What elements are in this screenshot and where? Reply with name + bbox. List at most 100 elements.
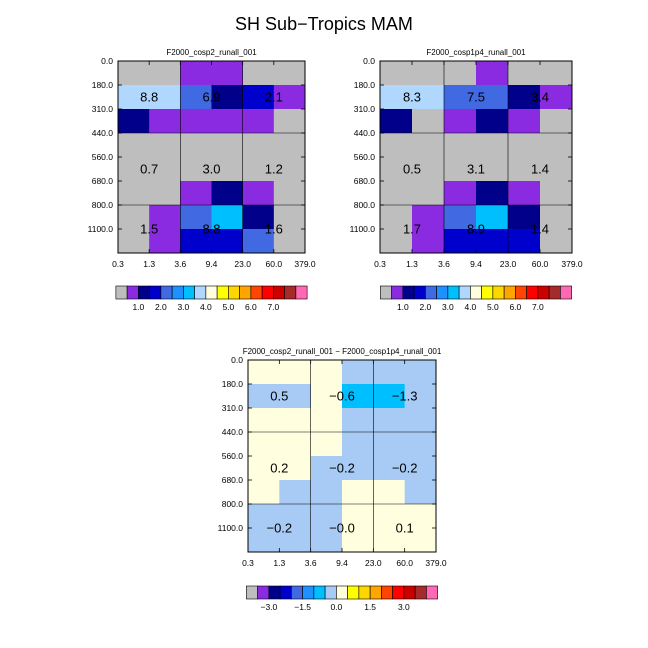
heatmap-cell — [404, 528, 437, 553]
colorbar-label: 7.0 — [532, 302, 544, 312]
heatmap-cell — [508, 61, 541, 86]
heatmap-cell — [248, 480, 280, 505]
x-tick-label: 60.0 — [532, 259, 549, 269]
heatmap-cell — [242, 109, 275, 134]
heatmap-cell — [476, 109, 509, 134]
group-value-label: 0.1 — [396, 521, 414, 536]
colorbar-label: 3.0 — [442, 302, 454, 312]
heatmap-cell — [242, 85, 275, 110]
y-tick-label: 1100.0 — [218, 523, 244, 533]
group-value-label: 1.5 — [140, 222, 158, 237]
colorbar-box — [205, 285, 218, 300]
heatmap-cell — [412, 133, 445, 158]
heatmap-cell — [211, 205, 244, 230]
group-value-label: −0.2 — [266, 521, 292, 536]
group-value-label: 3.4 — [531, 90, 549, 105]
heatmap-cell — [149, 133, 181, 158]
heatmap-cell — [180, 85, 212, 110]
x-tick-label: 23.0 — [365, 558, 382, 568]
heatmap-cell — [412, 229, 445, 254]
x-tick-label: 3.6 — [305, 558, 317, 568]
colorbar-box — [268, 585, 281, 600]
heatmap-cell — [149, 85, 181, 110]
heatmap-cell — [118, 157, 150, 182]
heatmap-cell — [380, 85, 413, 110]
y-tick-label: 0.0 — [101, 56, 113, 66]
x-tick-label: 3.6 — [174, 259, 186, 269]
colorbar-box — [403, 585, 416, 600]
colorbar-box — [194, 285, 207, 300]
heatmap-cell — [412, 205, 445, 230]
group-value-label: 8.3 — [403, 90, 421, 105]
group-value-label: 8.8 — [140, 90, 158, 105]
heatmap-cell — [248, 384, 280, 409]
heatmap-cell — [342, 480, 374, 505]
heatmap-cell — [273, 205, 306, 230]
colorbar-box — [291, 585, 303, 600]
y-tick-label: 560.0 — [92, 152, 114, 162]
heatmap-cell — [380, 157, 413, 182]
group-value-label: 3.0 — [202, 162, 220, 177]
colorbar-box — [537, 285, 550, 300]
panel-title: F2000_cosp2_runall_001 — [166, 48, 257, 57]
x-tick-label: 9.4 — [470, 259, 482, 269]
heatmap-cell — [404, 360, 437, 385]
heatmap-cell — [404, 456, 437, 481]
heatmap-cell — [444, 133, 477, 158]
colorbar-label: 6.0 — [509, 302, 521, 312]
heatmap-cell — [242, 205, 275, 230]
group-value-label: 0.5 — [270, 389, 288, 404]
colorbar-label: 2.0 — [419, 302, 431, 312]
heatmap-cell — [444, 229, 477, 254]
y-tick-label: 180.0 — [92, 80, 114, 90]
group-value-label: −0.2 — [392, 461, 418, 476]
heatmap-cell — [310, 384, 343, 409]
heatmap-panel-2: F2000_cosp1p4_runall_001 8.3 7.5 3.4 0.5 3.1 1… — [350, 48, 583, 312]
colorbar-box — [381, 585, 393, 600]
colorbar-box — [302, 585, 315, 600]
y-tick-label: 800.0 — [92, 200, 114, 210]
heatmap-cell — [444, 61, 477, 86]
colorbar-label: 4.0 — [464, 302, 476, 312]
x-tick-label: 60.0 — [396, 558, 413, 568]
heatmap-cell — [373, 408, 406, 433]
heatmap-cell — [310, 504, 343, 529]
colorbar-box — [313, 585, 326, 600]
heatmap-cell — [404, 432, 437, 457]
group-value-label: 6.9 — [202, 90, 220, 105]
group-value-label: 1.2 — [265, 162, 283, 177]
heatmap-cell — [211, 229, 244, 254]
heatmap-cell — [412, 157, 445, 182]
colorbar-box — [171, 285, 184, 300]
colorbar-box — [228, 285, 240, 300]
heatmap-cell — [310, 480, 343, 505]
group-value-label: 7.5 — [467, 90, 485, 105]
heatmap-cell — [380, 205, 413, 230]
colorbar-box — [392, 585, 405, 600]
colorbar-box — [481, 285, 494, 300]
heatmap-cell — [242, 61, 275, 86]
heatmap-cell — [279, 480, 312, 505]
heatmap-cell — [380, 229, 413, 254]
x-tick-label: 0.3 — [374, 259, 386, 269]
heatmap-cell — [342, 456, 374, 481]
colorbar-box — [273, 285, 285, 300]
heatmap-cell — [248, 456, 280, 481]
y-tick-label: 0.0 — [363, 56, 375, 66]
colorbar-box — [324, 585, 337, 600]
colorbar-box — [115, 285, 128, 300]
colorbar-box — [250, 285, 263, 300]
heatmap-cell — [279, 384, 312, 409]
heatmap-cell — [149, 229, 181, 254]
heatmap-cell — [242, 157, 275, 182]
heatmap-cell — [373, 384, 406, 409]
heatmap-cell — [342, 384, 374, 409]
x-tick-label: 1.3 — [143, 259, 155, 269]
y-tick-label: 560.0 — [354, 152, 376, 162]
heatmap-cell — [540, 157, 573, 182]
colorbar: −3.0 −1.5 0.0 1.5 3.0 — [246, 585, 438, 612]
x-tick-label: 3.6 — [438, 259, 450, 269]
heatmap-cell — [310, 456, 343, 481]
x-tick-label: 9.4 — [206, 259, 218, 269]
heatmap-cell — [476, 85, 509, 110]
